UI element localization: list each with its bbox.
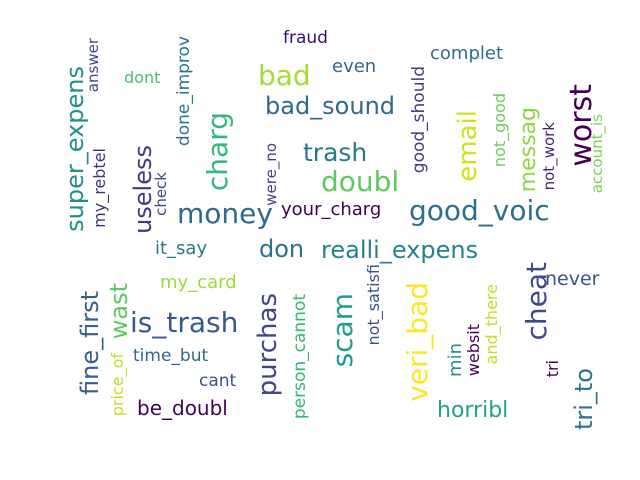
- word-and-there: and_there: [482, 284, 501, 365]
- word-never: never: [545, 268, 600, 290]
- word-min: min: [445, 343, 466, 377]
- word-scam: scam: [326, 293, 359, 368]
- word-good-should: good_should: [409, 66, 429, 174]
- word-veri-bad: veri_bad: [401, 282, 434, 402]
- word-were-no: were_no: [262, 143, 280, 206]
- word-my-rebtel: my_rebtel: [90, 148, 109, 228]
- word-dont: dont: [124, 68, 161, 87]
- word-email: email: [453, 110, 483, 182]
- word-time-but: time_but: [133, 346, 209, 366]
- word-my-card: my_card: [160, 272, 237, 293]
- word-wast: wast: [105, 283, 133, 340]
- word-cant: cant: [199, 371, 237, 391]
- word-account-is: account_is: [588, 114, 606, 194]
- word-tri-to: tri_to: [570, 368, 598, 431]
- word-done-improv: done_improv: [174, 36, 194, 147]
- word-it-say: it_say: [155, 238, 208, 259]
- word-fine-first: fine_first: [76, 291, 104, 395]
- word-complet: complet: [430, 43, 504, 64]
- word-super-expens: super_expens: [61, 66, 89, 232]
- word-websit: websit: [464, 324, 483, 377]
- word-messag: messag: [516, 107, 541, 193]
- word-price-of: price_of: [108, 353, 127, 417]
- word-cheat: cheat: [520, 262, 553, 341]
- word-not-work: not_work: [540, 122, 558, 191]
- word-check: check: [152, 172, 170, 216]
- word-don: don: [259, 235, 305, 263]
- word-even: even: [332, 56, 377, 77]
- word-money: money: [177, 197, 273, 230]
- word-doubl: doubl: [321, 165, 400, 198]
- word-not-good: not_good: [490, 93, 509, 168]
- word-good-voic: good_voic: [409, 194, 550, 227]
- word-be-doubl: be_doubl: [137, 396, 228, 420]
- word-bad-sound: bad_sound: [265, 92, 396, 120]
- word-trash: trash: [303, 138, 368, 167]
- word-person-cannot: person_cannot: [290, 294, 310, 420]
- word-realli-expens: realli_expens: [321, 236, 479, 264]
- word-bad: bad: [258, 59, 311, 92]
- word-not-satisfi: not_satisfi: [364, 264, 383, 346]
- word-horribl: horribl: [437, 398, 509, 423]
- word-fraud: fraud: [283, 28, 328, 48]
- word-is-trash: is_trash: [130, 306, 239, 339]
- word-purchas: purchas: [253, 293, 283, 397]
- word-charg: charg: [201, 112, 234, 192]
- word-your-charg: your_charg: [281, 199, 382, 220]
- word-tri: tri: [543, 360, 562, 378]
